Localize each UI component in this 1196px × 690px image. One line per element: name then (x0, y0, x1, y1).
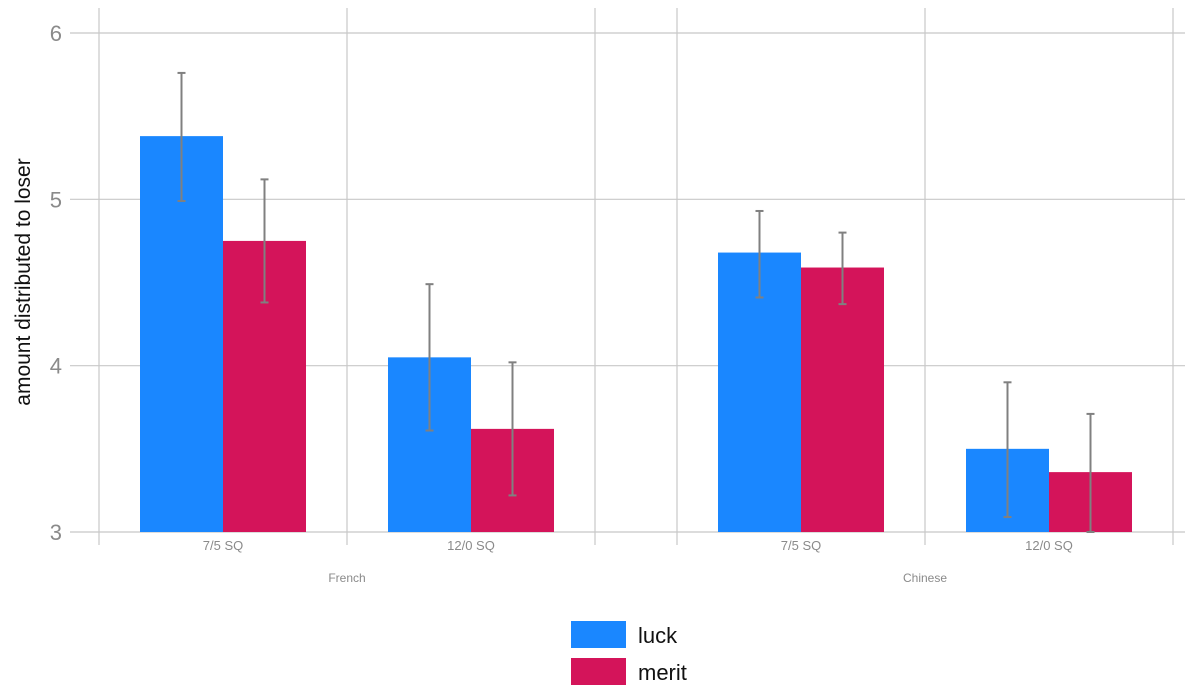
y-tick-label: 4 (50, 354, 62, 379)
group-label: Chinese (903, 571, 947, 585)
bar-merit (801, 267, 884, 532)
legend-label-merit: merit (638, 660, 687, 685)
legend-swatch-luck (571, 621, 626, 648)
y-tick-label: 5 (50, 187, 62, 212)
group-label: French (328, 571, 365, 585)
x-tick-label: 7/5 SQ (203, 538, 243, 553)
bar-luck (140, 136, 223, 533)
legend-swatch-merit (571, 658, 626, 685)
bar-luck (718, 252, 801, 532)
y-axis-label: amount distributed to loser (12, 158, 35, 405)
bars (140, 136, 1132, 533)
legend-label-luck: luck (638, 623, 678, 648)
y-axis-ticks: 3 4 5 6 (50, 21, 62, 545)
x-tick-label: 12/0 SQ (1025, 538, 1073, 553)
legend: luck merit (571, 621, 687, 685)
x-tick-label: 12/0 SQ (447, 538, 495, 553)
x-tick-label: 7/5 SQ (781, 538, 821, 553)
group-labels: French Chinese (328, 571, 947, 585)
y-tick-label: 6 (50, 21, 62, 46)
y-tick-label: 3 (50, 520, 62, 545)
error-bars (177, 71, 1095, 533)
x-axis-ticks: 7/5 SQ 12/0 SQ 7/5 SQ 12/0 SQ (203, 538, 1073, 553)
